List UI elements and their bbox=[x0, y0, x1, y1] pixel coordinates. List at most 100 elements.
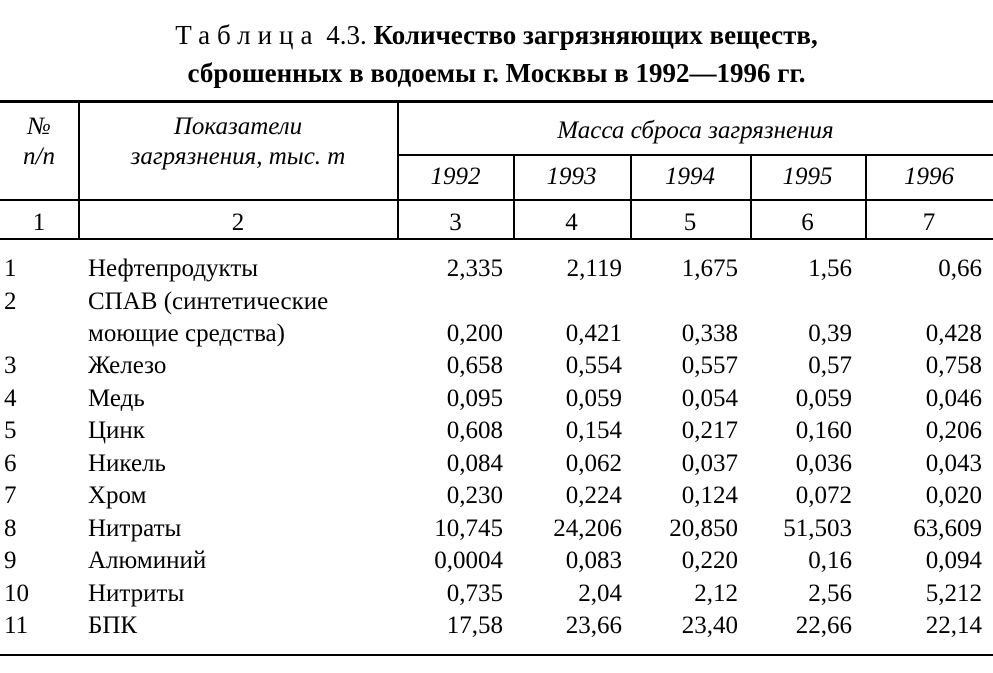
header-num: п/п bbox=[23, 143, 55, 170]
row-value: 0,206 bbox=[925, 417, 982, 444]
row-value: 0,39 bbox=[808, 319, 852, 347]
row-indicator-name: Никель bbox=[88, 449, 166, 477]
table-title-line-1: Таблица 4.3. Количество загрязняющих вещ… bbox=[0, 18, 993, 52]
row-value: 0,054 bbox=[681, 384, 738, 412]
row-value: 0,217 bbox=[681, 417, 738, 444]
row-value: 0,200 bbox=[446, 319, 503, 347]
column-number: 1 bbox=[32, 209, 46, 236]
header-year: 1996 bbox=[904, 163, 954, 190]
row-indicator-name: Цинк bbox=[88, 417, 145, 444]
row-value: 0,428 bbox=[925, 319, 982, 347]
row-indicator-name: БПК bbox=[88, 612, 138, 639]
row-value: 0,083 bbox=[565, 547, 622, 574]
row-value: 0,046 bbox=[925, 384, 982, 412]
row-value: 0,072 bbox=[795, 482, 852, 509]
header-indicator: Показатели bbox=[173, 113, 303, 140]
row-value: 24,206 bbox=[553, 514, 622, 542]
row-value: 0,0004 bbox=[434, 547, 503, 574]
column-number: 3 bbox=[449, 209, 462, 236]
row-value: 0,338 bbox=[681, 319, 738, 347]
row-value: 0,160 bbox=[795, 417, 852, 444]
row-value: 0,658 bbox=[446, 352, 503, 379]
row-value: 2,04 bbox=[578, 579, 622, 607]
row-number: 9 bbox=[4, 547, 17, 574]
row-value: 0,230 bbox=[446, 482, 503, 509]
row-value: 17,58 bbox=[446, 612, 503, 639]
row-indicator-name: СПАВ (синтетические bbox=[88, 287, 329, 315]
header-group: Масса сброса загрязнения bbox=[557, 117, 834, 144]
column-number: 2 bbox=[231, 209, 245, 236]
col-divider bbox=[750, 155, 752, 239]
row-value: 5,212 bbox=[925, 579, 982, 607]
row-value: 0,220 bbox=[681, 547, 738, 574]
column-number: 5 bbox=[683, 209, 697, 236]
row-value: 0,059 bbox=[565, 384, 622, 412]
table-caption: Количество загрязняющих веществ, bbox=[373, 20, 818, 50]
header-bottom-rule bbox=[0, 199, 993, 201]
table-number: 4.3. bbox=[326, 20, 367, 50]
row-value: 0,557 bbox=[681, 352, 738, 379]
colnum-bottom-rule bbox=[0, 238, 993, 240]
row-number: 4 bbox=[4, 384, 17, 412]
row-value: 63,609 bbox=[913, 514, 982, 542]
row-indicator-name: Нитриты bbox=[88, 579, 185, 607]
row-value: 0,57 bbox=[808, 352, 852, 379]
row-value: 0,062 bbox=[565, 449, 622, 477]
header-indicator: загрязнения, тыс. т bbox=[130, 143, 346, 170]
column-number: 4 bbox=[565, 209, 578, 236]
row-value: 0,124 bbox=[681, 482, 738, 509]
row-number: 5 bbox=[4, 417, 17, 444]
row-value: 22,66 bbox=[795, 612, 852, 639]
row-value: 0,66 bbox=[938, 255, 982, 282]
row-indicator-name: моющие средства) bbox=[88, 319, 285, 347]
row-value: 2,335 bbox=[446, 255, 503, 282]
row-value: 0,608 bbox=[446, 417, 503, 444]
row-number: 6 bbox=[4, 449, 17, 477]
row-number: 1 bbox=[4, 255, 17, 282]
row-value: 22,14 bbox=[925, 612, 982, 639]
row-number: 2 bbox=[4, 287, 17, 315]
row-value: 0,224 bbox=[565, 482, 622, 509]
row-value: 0,037 bbox=[681, 449, 738, 477]
row-value: 0,735 bbox=[446, 579, 503, 607]
row-value: 0,154 bbox=[565, 417, 622, 444]
row-value: 0,554 bbox=[565, 352, 622, 379]
row-value: 0,16 bbox=[808, 547, 852, 574]
row-value: 51,503 bbox=[783, 514, 852, 542]
header-num: № bbox=[27, 113, 51, 140]
header-year: 1994 bbox=[665, 163, 715, 190]
row-value: 2,12 bbox=[694, 579, 738, 607]
row-value: 0,421 bbox=[565, 319, 622, 347]
row-number: 11 bbox=[4, 612, 29, 639]
row-indicator-name: Алюминий bbox=[88, 547, 207, 574]
row-value: 1,56 bbox=[808, 255, 852, 282]
row-value: 0,084 bbox=[446, 449, 503, 477]
row-indicator-name: Железо bbox=[88, 352, 167, 379]
row-indicator-name: Нефтепродукты bbox=[88, 255, 259, 282]
row-value: 0,094 bbox=[925, 547, 982, 574]
row-indicator-name: Хром bbox=[88, 482, 147, 509]
row-value: 23,40 bbox=[681, 612, 738, 639]
col-divider bbox=[865, 155, 867, 239]
row-value: 0,020 bbox=[925, 482, 982, 509]
header-year: 1992 bbox=[430, 163, 481, 190]
row-value: 10,745 bbox=[434, 514, 503, 542]
column-number: 6 bbox=[801, 209, 814, 236]
table-label: Таблица bbox=[175, 20, 320, 50]
row-number: 3 bbox=[4, 352, 17, 379]
row-value: 0,043 bbox=[925, 449, 982, 477]
col-divider bbox=[397, 101, 399, 239]
row-indicator-name: Медь bbox=[88, 384, 145, 412]
row-number: 8 bbox=[4, 514, 17, 542]
row-indicator-name: Нитраты bbox=[88, 514, 182, 542]
table-top-rule bbox=[0, 100, 993, 103]
row-value: 2,56 bbox=[808, 579, 852, 607]
row-value: 2,119 bbox=[566, 255, 622, 282]
row-value: 0,059 bbox=[795, 384, 852, 412]
row-value: 0,095 bbox=[446, 384, 503, 412]
table-caption-cont: сброшенных в водоемы г. Москвы в 1992—19… bbox=[187, 58, 806, 88]
col-divider bbox=[630, 155, 632, 239]
row-value: 0,036 bbox=[795, 449, 852, 477]
table-title-line-2: сброшенных в водоемы г. Москвы в 1992—19… bbox=[0, 56, 993, 90]
header-year: 1995 bbox=[782, 163, 833, 190]
